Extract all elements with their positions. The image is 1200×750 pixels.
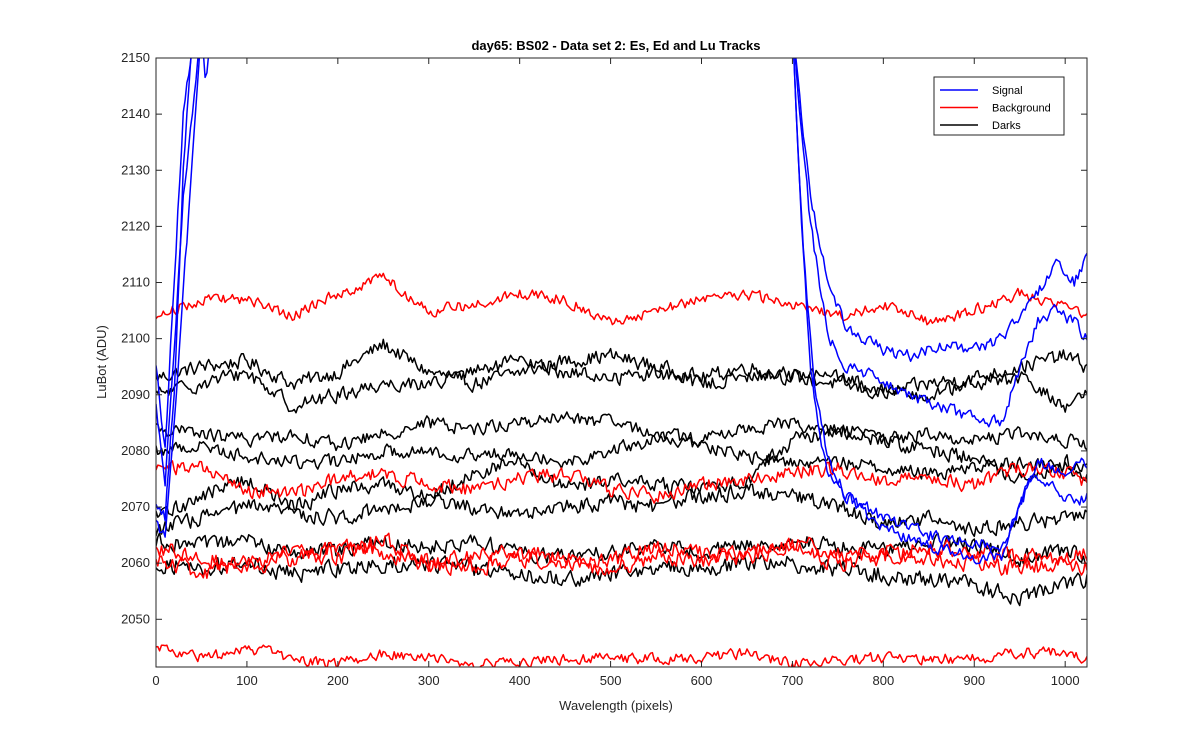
legend: Signal Background Darks	[933, 76, 1065, 136]
y-axis: 2050 2060 2070 2080 2090 2100 2110 2120 2130 2140…	[121, 50, 1087, 626]
series-line-background-10	[156, 460, 1087, 504]
y-tick-label: 2050	[121, 611, 150, 626]
x-tick-label: 400	[509, 673, 531, 688]
y-tick-label: 2100	[121, 331, 150, 346]
y-tick-label: 2090	[121, 387, 150, 402]
legend-label: Darks	[992, 120, 1021, 132]
x-tick-label: 700	[782, 673, 804, 688]
series-line-darks-2	[156, 354, 1087, 414]
x-axis: 0 100 200 300 400 500 600 700 800 900 1000	[152, 58, 1080, 688]
x-tick-label: 900	[963, 673, 985, 688]
series-line-signal-14	[156, 58, 1087, 448]
y-tick-label: 2110	[122, 275, 150, 290]
series-line-background-9	[156, 272, 1087, 326]
series-line-signal-15	[156, 58, 1087, 487]
axes-box	[155, 57, 1088, 668]
y-tick-label: 2120	[121, 218, 150, 233]
y-tick-label: 2070	[121, 499, 150, 514]
series-line-darks-3	[156, 411, 1087, 452]
series-line-darks-5	[156, 423, 1087, 518]
x-tick-label: 300	[418, 673, 440, 688]
x-tick-label: 100	[236, 673, 258, 688]
y-tick-label: 2080	[121, 443, 150, 458]
x-tick-label: 600	[691, 673, 713, 688]
y-tick-label: 2140	[121, 106, 150, 121]
y-axis-label: LuBot (ADU)	[94, 325, 109, 399]
series-line-darks-1	[156, 338, 1087, 400]
y-tick-label: 2150	[121, 50, 150, 65]
series-line-signal-16	[156, 58, 1087, 553]
x-tick-label: 200	[327, 673, 349, 688]
y-tick-label: 2130	[121, 162, 150, 177]
series-layer	[156, 58, 1087, 667]
series-line-signal-17	[156, 58, 1087, 565]
x-axis-label: Wavelength (pixels)	[559, 698, 673, 713]
legend-label: Signal	[992, 85, 1023, 97]
legend-label: Background	[992, 103, 1051, 115]
series-line-darks-4	[156, 431, 1087, 482]
x-tick-label: 1000	[1051, 673, 1080, 688]
x-tick-label: 500	[600, 673, 622, 688]
y-tick-label: 2060	[121, 555, 150, 570]
x-tick-label: 0	[152, 673, 159, 688]
plot-area	[156, 58, 1087, 667]
series-line-darks-8	[156, 554, 1087, 607]
series-line-darks-6	[156, 483, 1087, 538]
series-line-background-13	[156, 644, 1087, 667]
x-tick-label: 800	[872, 673, 894, 688]
chart-title: day65: BS02 - Data set 2: Es, Ed and Lu …	[471, 38, 760, 53]
